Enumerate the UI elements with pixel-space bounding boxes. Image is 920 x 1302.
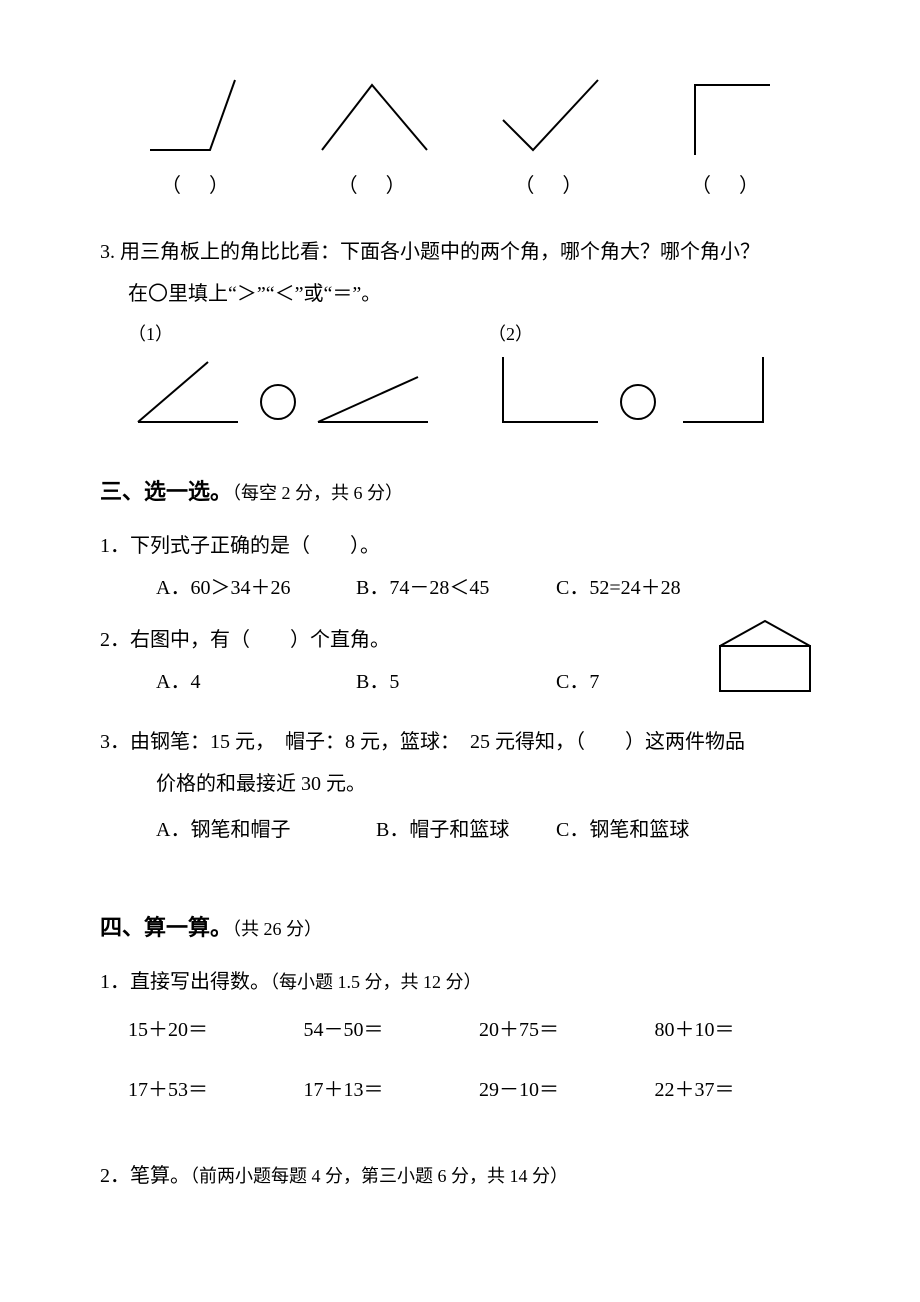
s3-q3-stem-a: 3．由钢笔：15 元， 帽子：8 元，篮球： 25 元得知，（ ）这两件物品 xyxy=(100,724,820,760)
s3-q1-A[interactable]: A．60＞34＋26 xyxy=(156,570,356,606)
calc-2[interactable]: 54－50＝ xyxy=(304,1012,470,1048)
s4-q1-stem: 1．直接写出得数。 xyxy=(100,971,270,993)
s4-q2-stem: 2．笔算。 xyxy=(100,1165,190,1187)
compare-group-1: （1） xyxy=(128,318,428,432)
s3-q3-C[interactable]: C．钢笔和篮球 xyxy=(556,812,736,848)
paren-right: ） xyxy=(209,175,229,197)
paren-4[interactable]: （） xyxy=(650,168,800,204)
s4-q2-note: （前两小题每题 4 分，第三小题 6 分，共 14 分） xyxy=(190,1166,568,1186)
section-4-header: 四、算一算。（共 26 分） xyxy=(100,908,820,948)
calc-3[interactable]: 20＋75＝ xyxy=(479,1012,645,1048)
section-4-title: 四、算一算。 xyxy=(100,915,232,940)
s3-q3-A[interactable]: A．钢笔和帽子 xyxy=(156,812,376,848)
s3-q3-options: A．钢笔和帽子 B．帽子和篮球 C．钢笔和篮球 xyxy=(100,812,820,848)
s3-q3-B[interactable]: B．帽子和篮球 xyxy=(376,812,556,848)
s3-q2-options: A．4 B．5 C．7 xyxy=(100,664,700,700)
calc-grid: 15＋20＝ 54－50＝ 20＋75＝ 80＋10＝ 17＋53＝ 17＋13… xyxy=(128,1012,820,1108)
paren-left: （ xyxy=(161,175,181,197)
shape-4 xyxy=(650,70,800,160)
shape-2 xyxy=(297,70,447,160)
section-3-note: （每空 2 分，共 6 分） xyxy=(232,483,403,503)
compare-label-2: （2） xyxy=(488,318,778,350)
shape-1 xyxy=(120,70,270,160)
calc-5[interactable]: 17＋53＝ xyxy=(128,1072,294,1108)
paren-3[interactable]: （） xyxy=(473,168,623,204)
compare-row: （1） （2） xyxy=(128,318,820,432)
q3-line2: 在〇里填上“＞”“＜”或“＝”。 xyxy=(100,276,820,312)
q3-line1: 3. 用三角板上的角比比看：下面各小题中的两个角，哪个角大？哪个角小？ xyxy=(100,234,820,270)
s3-q1-options: A．60＞34＋26 B．74－28＜45 C．52=24＋28 xyxy=(100,570,820,606)
s3-q1-C[interactable]: C．52=24＋28 xyxy=(556,570,756,606)
compare-label-1: （1） xyxy=(128,318,428,350)
calc-7[interactable]: 29－10＝ xyxy=(479,1072,645,1108)
calc-4[interactable]: 80＋10＝ xyxy=(655,1012,821,1048)
calc-8[interactable]: 22＋37＝ xyxy=(655,1072,821,1108)
calc-1[interactable]: 15＋20＝ xyxy=(128,1012,294,1048)
shape-3 xyxy=(473,70,623,160)
s3-q2-A[interactable]: A．4 xyxy=(156,664,356,700)
s3-q2-C[interactable]: C．7 xyxy=(556,664,756,700)
s3-q1-B[interactable]: B．74－28＜45 xyxy=(356,570,556,606)
s4-q1-note: （每小题 1.5 分，共 12 分） xyxy=(270,972,482,992)
s4-q1-line: 1．直接写出得数。（每小题 1.5 分，共 12 分） xyxy=(100,964,820,1000)
s4-q2-line: 2．笔算。（前两小题每题 4 分，第三小题 6 分，共 14 分） xyxy=(100,1158,820,1194)
section-3-header: 三、选一选。（每空 2 分，共 6 分） xyxy=(100,472,820,512)
angle-shapes-row xyxy=(100,70,820,160)
s3-q2-B[interactable]: B．5 xyxy=(356,664,556,700)
compare-group-2: （2） xyxy=(488,318,778,432)
s3-q1-stem: 1．下列式子正确的是（ ）。 xyxy=(100,528,820,564)
paren-1[interactable]: （） xyxy=(120,168,270,204)
s3-q3-stem-b: 价格的和最接近 30 元。 xyxy=(100,766,820,802)
section-4-note: （共 26 分） xyxy=(232,919,322,939)
paren-2[interactable]: （） xyxy=(297,168,447,204)
calc-6[interactable]: 17＋13＝ xyxy=(304,1072,470,1108)
paren-row: （） （） （） （） xyxy=(100,168,820,204)
section-3-title: 三、选一选。 xyxy=(100,479,232,504)
